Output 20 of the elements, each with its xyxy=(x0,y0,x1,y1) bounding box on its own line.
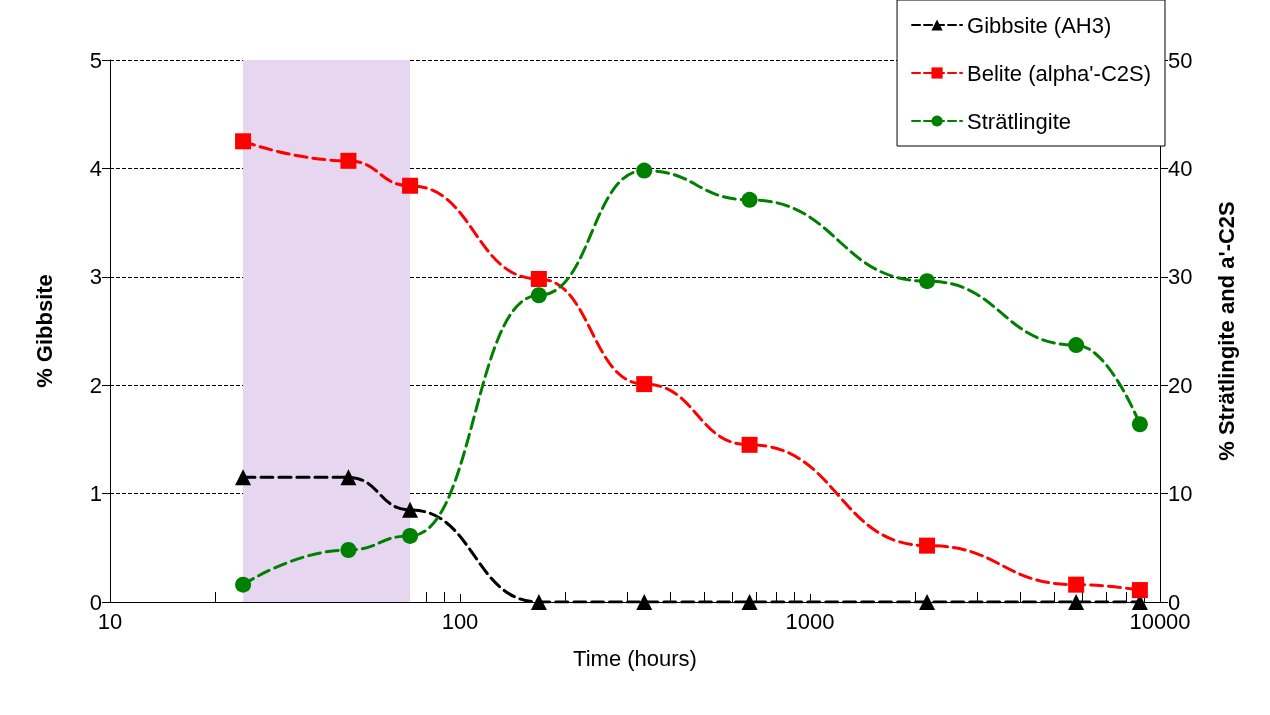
x-tick-label: 1000 xyxy=(785,608,835,634)
y-tick-label: 5 xyxy=(89,47,102,73)
legend-label: Strätlingite xyxy=(967,108,1071,134)
x-axis-title: Time (hours) xyxy=(573,645,697,671)
x-tick-label: 100 xyxy=(441,608,479,634)
y2-tick-label: 50 xyxy=(1168,47,1193,73)
y2-tick-label: 0 xyxy=(1168,589,1181,615)
y2-axis-title: % Strätlingite and a'-C2S xyxy=(1213,201,1239,461)
y-tick-label: 2 xyxy=(89,372,102,398)
y-tick-label: 4 xyxy=(89,155,102,181)
y-tick-label: 1 xyxy=(89,481,102,507)
y2-tick-label: 10 xyxy=(1168,481,1193,507)
legend-label: Gibbsite (AH3) xyxy=(967,12,1112,38)
y2-tick-label: 20 xyxy=(1168,372,1193,398)
y2-tick-label: 40 xyxy=(1168,155,1193,181)
legend-label: Belite (alpha'-C2S) xyxy=(967,60,1151,86)
y-axis-title: % Gibbsite xyxy=(31,274,57,388)
y-tick-label: 3 xyxy=(89,264,102,290)
y2-tick-label: 30 xyxy=(1168,264,1193,290)
y-tick-label: 0 xyxy=(89,589,102,615)
